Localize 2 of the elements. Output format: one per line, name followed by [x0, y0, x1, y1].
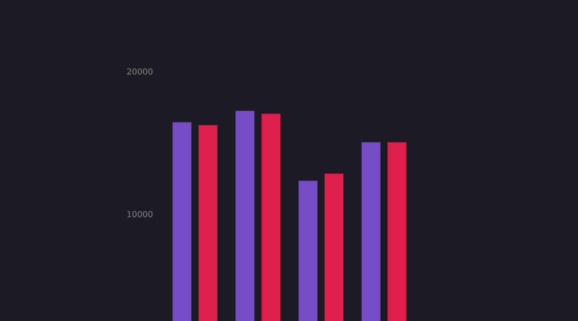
y-tick-label: 10000 — [127, 210, 152, 218]
y-tick-label: 20000 — [127, 68, 152, 75]
